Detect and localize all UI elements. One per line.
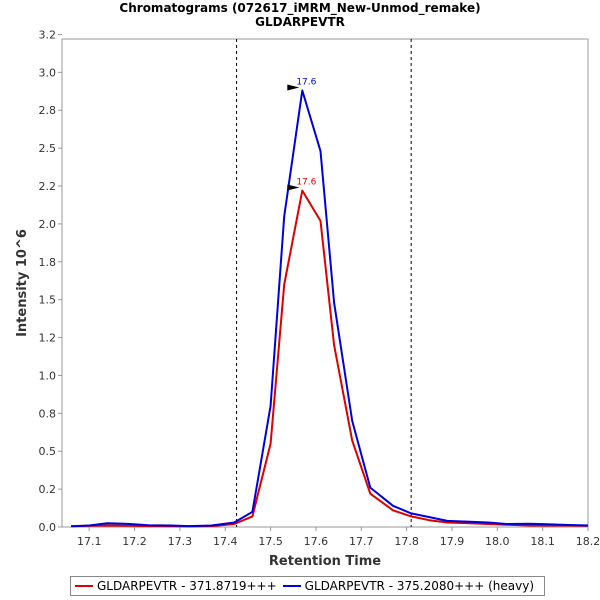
x-tick-label: 17.4 (213, 535, 238, 548)
y-tick-label: 2.5 (39, 142, 57, 155)
x-tick-label: 17.3 (168, 535, 193, 548)
y-tick-label: 1.8 (39, 256, 57, 269)
legend-item-heavy: GLDARPEVTR - 375.2080+++ (heavy) (282, 579, 534, 593)
y-tick-label: 2.2 (39, 180, 57, 193)
y-tick-label: 1.0 (39, 369, 57, 382)
y-tick-label: 1.2 (39, 332, 57, 345)
x-tick-label: 17.8 (394, 535, 419, 548)
peak-arrow-marker (287, 84, 300, 91)
legend-label-heavy: GLDARPEVTR - 375.2080+++ (heavy) (304, 579, 534, 593)
x-tick-label: 17.6 (304, 535, 329, 548)
x-tick-label: 17.2 (122, 535, 147, 548)
x-tick-label: 18.2 (576, 535, 600, 548)
legend-swatch-red (75, 585, 93, 587)
plot-area (61, 38, 589, 528)
peak-arrow-marker (287, 184, 300, 191)
peak-label: 17.6 (296, 78, 316, 88)
x-tick-label: 17.1 (77, 535, 102, 548)
y-axis-title: Intensity 10^6 (15, 229, 30, 337)
x-tick-label: 17.5 (258, 535, 283, 548)
y-tick-label: 2.0 (39, 218, 57, 231)
x-tick-label: 17.9 (440, 535, 465, 548)
legend-item-light: GLDARPEVTR - 371.8719+++ (75, 579, 277, 593)
x-tick-label: 17.7 (349, 535, 374, 548)
series-line-1 (71, 89, 589, 528)
y-tick-label: 3.2 (39, 28, 57, 41)
legend-swatch-blue (282, 585, 301, 587)
chart-subtitle: GLDARPEVTR (255, 15, 345, 29)
y-tick-label: 0.0 (39, 521, 57, 534)
peak-label: 17.6 (296, 178, 316, 188)
chart-title: Chromatograms (072617_iMRM_New-Unmod_rem… (119, 1, 480, 16)
y-tick-label: 0.2 (39, 483, 57, 496)
legend-label-light: GLDARPEVTR - 371.8719+++ (97, 579, 277, 593)
x-axis-title: Retention Time (269, 554, 381, 569)
legend: GLDARPEVTR - 371.8719+++ GLDARPEVTR - 37… (70, 576, 545, 596)
y-tick-label: 0.8 (39, 407, 57, 420)
y-tick-label: 0.5 (39, 445, 57, 458)
x-tick-label: 18.0 (485, 535, 510, 548)
x-tick-label: 18.1 (530, 535, 555, 548)
y-tick-label: 3.0 (39, 66, 57, 79)
y-tick-label: 2.8 (39, 104, 57, 117)
y-tick-label: 1.5 (39, 294, 57, 307)
